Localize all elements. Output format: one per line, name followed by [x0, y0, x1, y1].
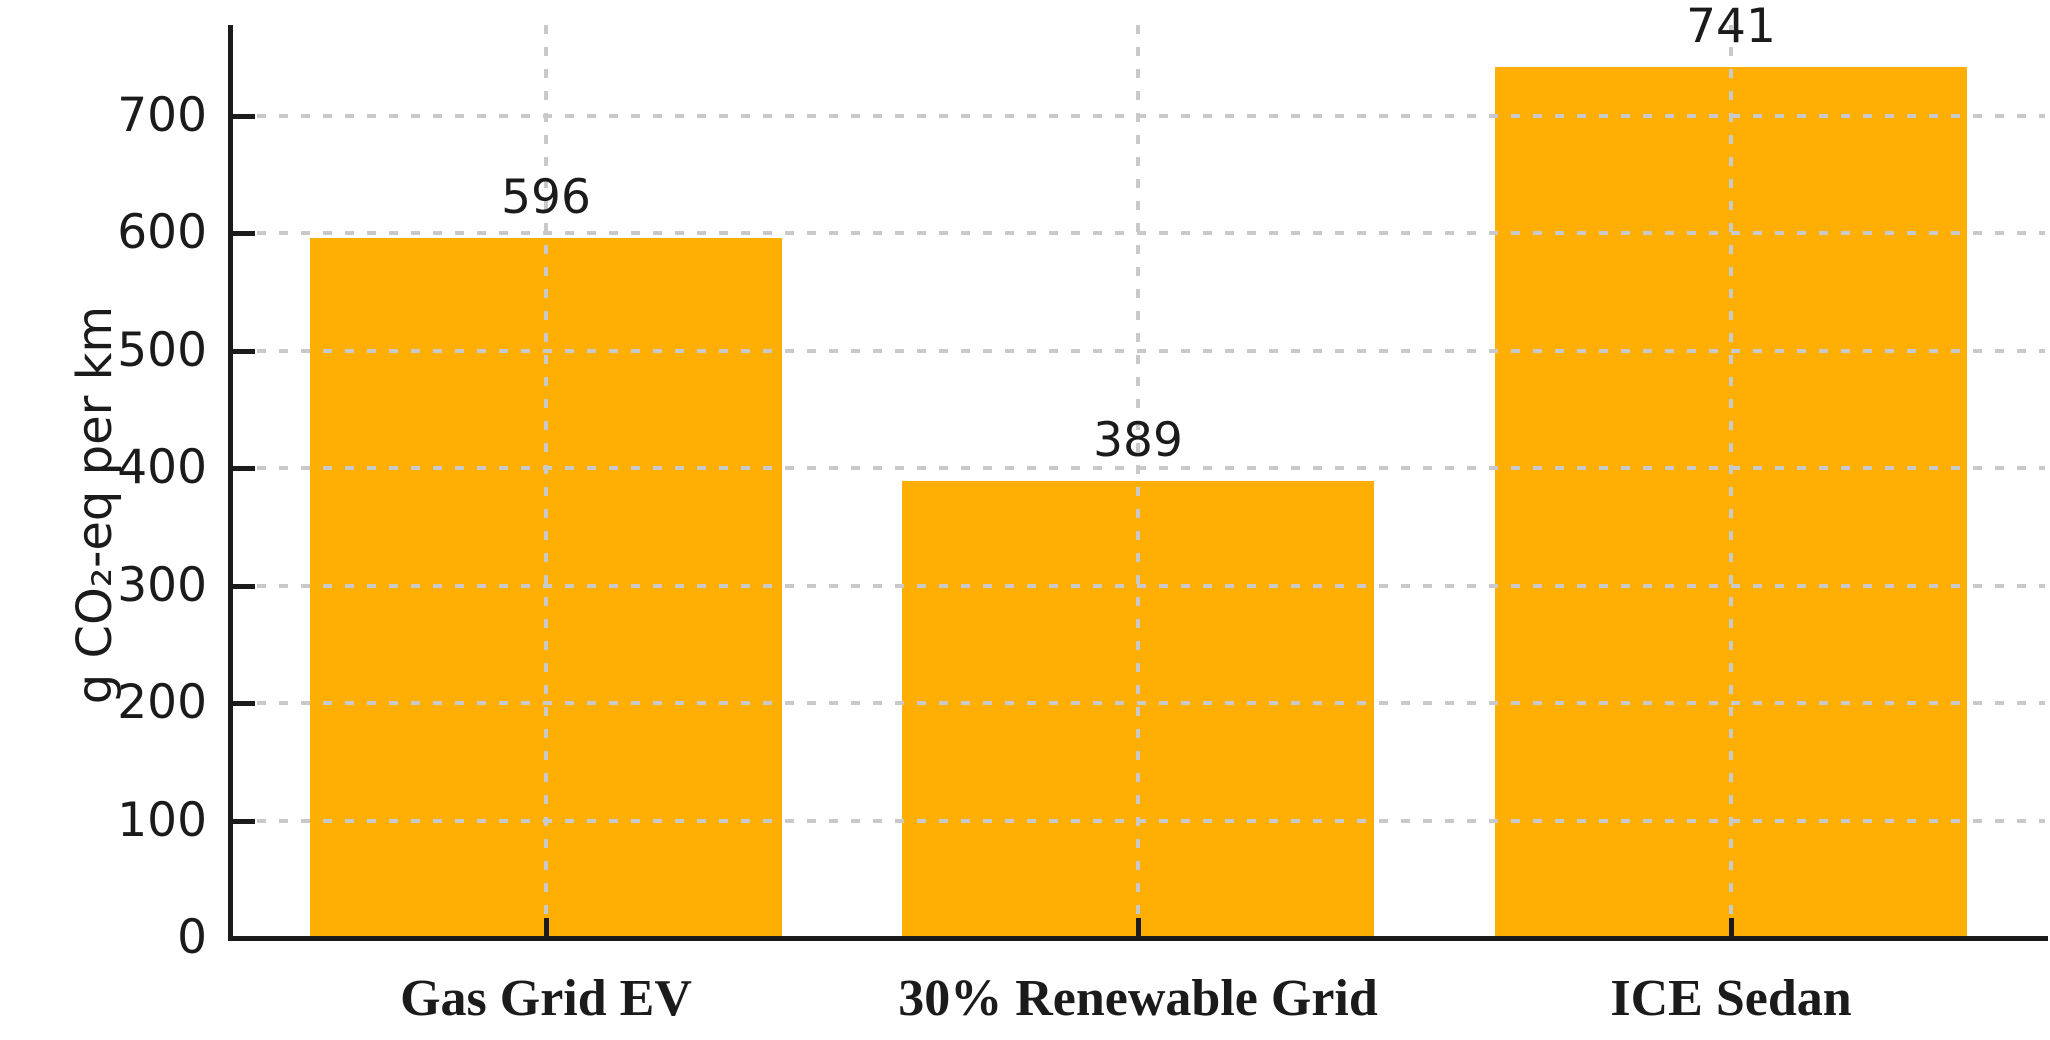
x-tick-mark	[544, 918, 549, 938]
x-tick-mark	[1136, 918, 1141, 938]
bar-value-label: 389	[1093, 413, 1183, 468]
y-gridline	[235, 113, 2045, 118]
y-tick-label: 100	[117, 792, 207, 848]
bar-value-label: 596	[501, 170, 591, 225]
x-axis-line	[228, 936, 2048, 941]
y-gridline	[235, 466, 2045, 470]
y-gridline	[235, 348, 2045, 353]
y-tick-label: 700	[117, 87, 207, 143]
y-tick-mark	[233, 701, 255, 706]
y-tick-label: 400	[117, 440, 207, 495]
x-category-label: 30% Renewable Grid	[898, 970, 1378, 1027]
x-gridline	[1729, 25, 1733, 936]
y-tick-mark	[233, 113, 255, 119]
bar-value-label: 741	[1686, 0, 1776, 54]
y-tick-mark	[233, 348, 255, 354]
x-category-label: ICE Sedan	[1610, 970, 1852, 1027]
y-tick-label: 0	[177, 910, 207, 965]
x-tick-mark	[1729, 918, 1734, 938]
x-category-label: Gas Grid EV	[400, 970, 692, 1027]
x-gridline	[544, 25, 548, 936]
y-tick-mark	[233, 583, 255, 589]
y-tick-label: 500	[117, 322, 207, 378]
y-tick-mark	[233, 818, 255, 824]
y-tick-mark	[233, 231, 255, 236]
y-gridline	[235, 818, 2045, 823]
y-tick-label: 600	[117, 205, 207, 260]
y-tick-label: 300	[117, 557, 207, 613]
y-gridline	[235, 583, 2045, 588]
y-gridline	[235, 231, 2045, 235]
y-tick-label: 200	[117, 675, 207, 730]
y-axis-line	[228, 25, 233, 941]
y-tick-mark	[233, 466, 255, 471]
y-gridline	[235, 701, 2045, 705]
x-gridline	[1136, 25, 1140, 936]
